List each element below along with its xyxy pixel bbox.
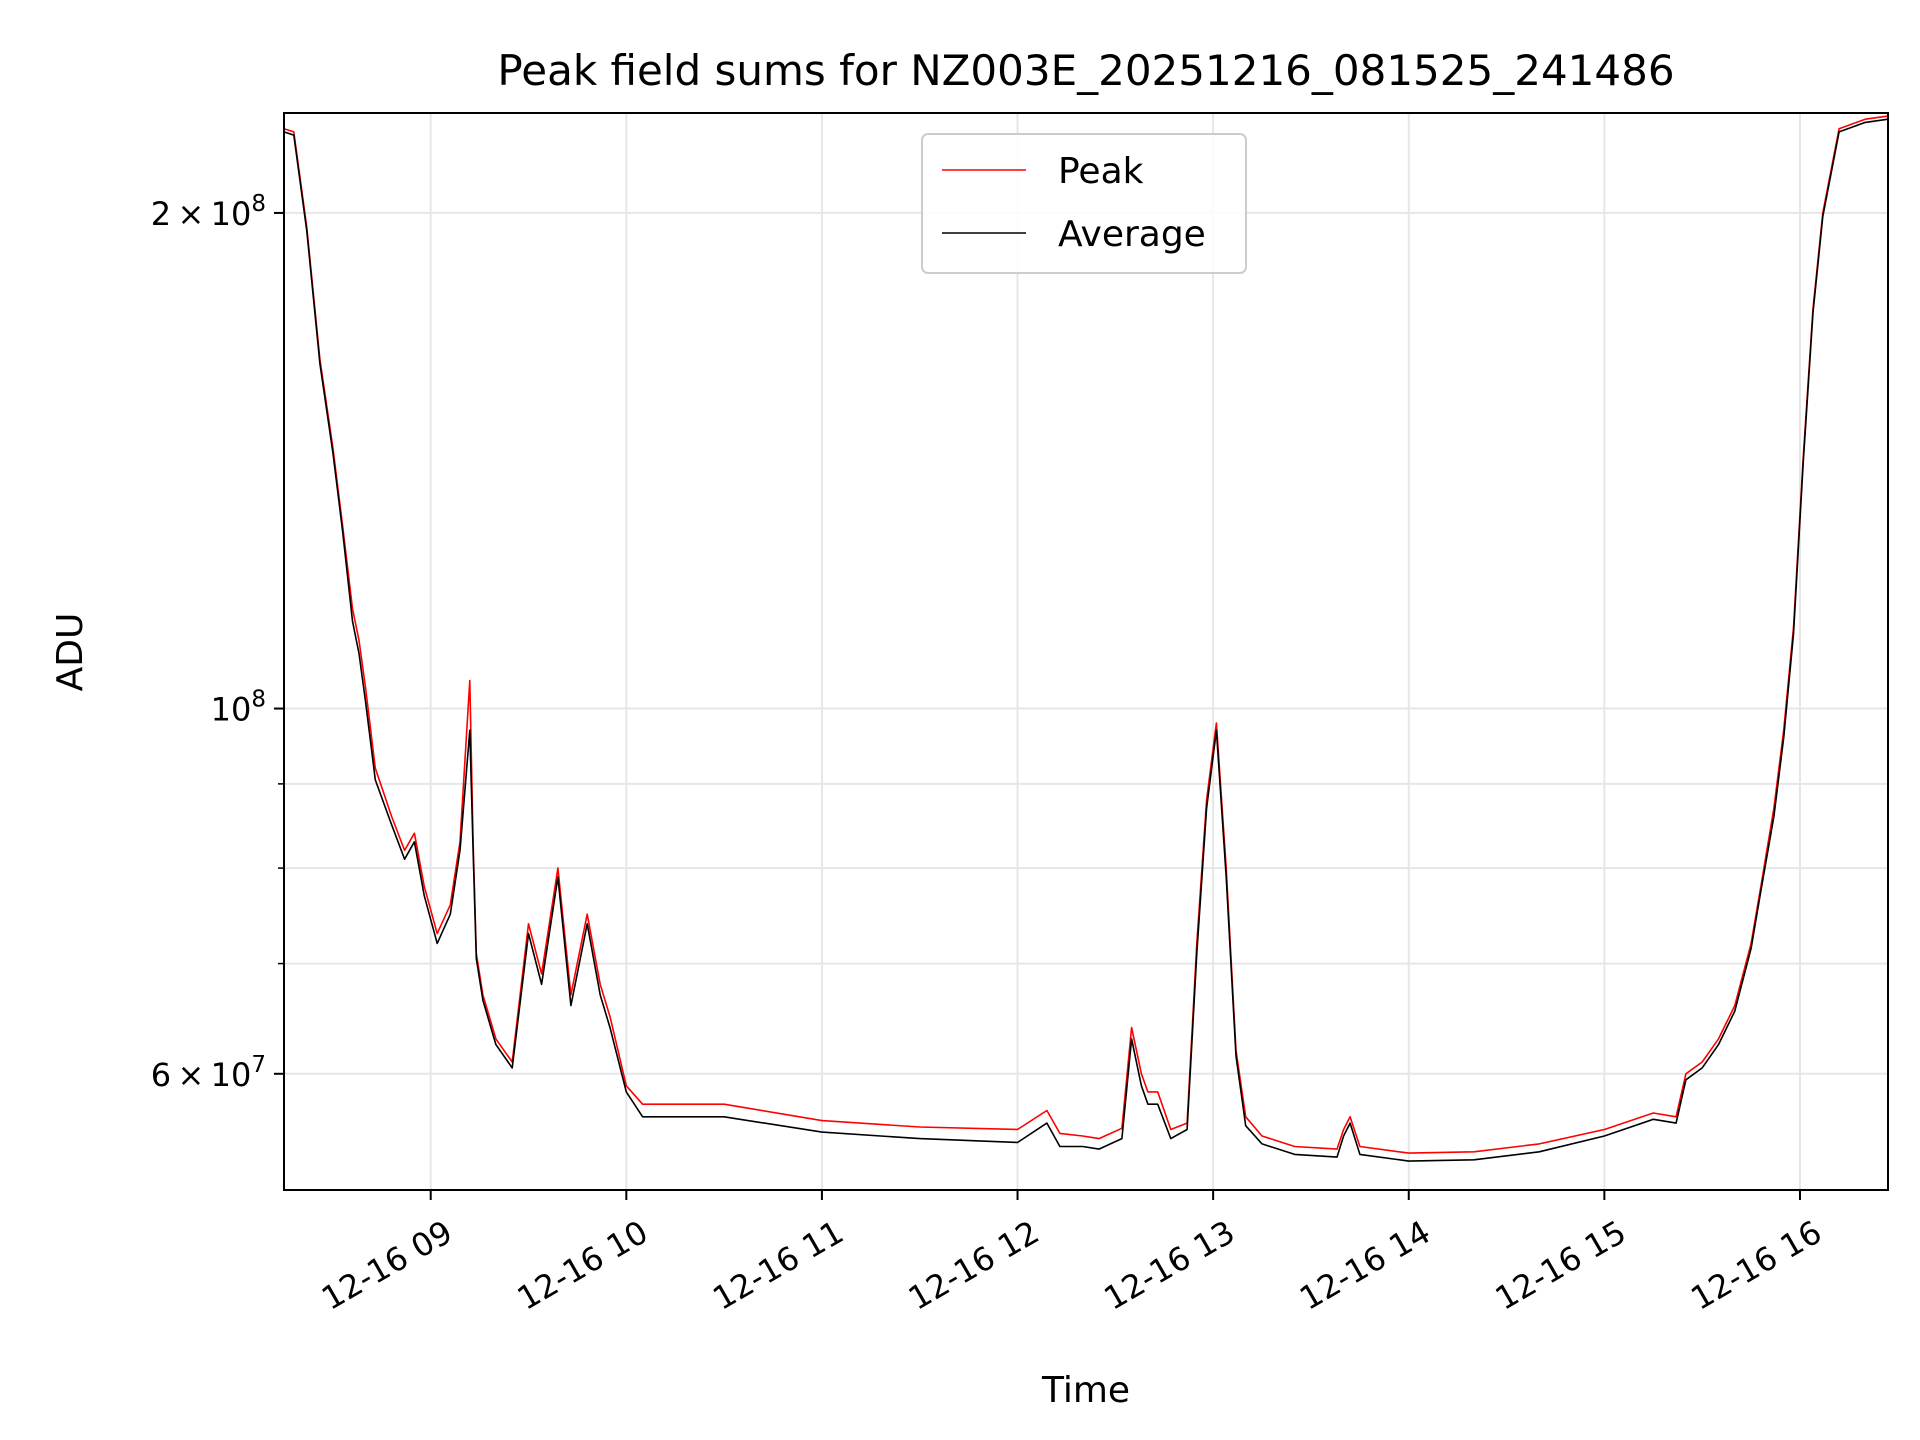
y-axis: 6 × 107 108 2 × 108 [151, 191, 284, 1094]
x-tick-label: 12-16 16 [1684, 1213, 1828, 1318]
x-tick-label: 12-16 15 [1489, 1213, 1633, 1318]
legend-label-average: Average [1058, 214, 1206, 255]
legend-label-peak: Peak [1058, 151, 1144, 192]
legend-box [921, 133, 1247, 274]
legend: Peak Average [921, 133, 1247, 274]
x-axis-label: Time [1041, 1370, 1130, 1411]
y-tick-label: 108 [211, 687, 266, 729]
x-tick-label: 12-16 14 [1293, 1213, 1437, 1318]
x-tick-label: 12-16 13 [1098, 1213, 1242, 1318]
x-tick-label: 12-16 11 [706, 1213, 850, 1318]
y-axis-label: ADU [50, 613, 91, 692]
grid [284, 113, 1888, 1190]
x-tick-label: 12-16 09 [315, 1213, 459, 1318]
y-tick-label: 6 × 107 [151, 1052, 266, 1094]
x-axis: 12-16 09 12-16 10 12-16 11 12-16 12 12-16 13… [315, 1190, 1828, 1318]
chart-title: Peak field sums for NZ003E_20251216_0815… [497, 46, 1674, 95]
series-layer [283, 115, 1889, 1162]
series-line-peak [283, 115, 1889, 1154]
series-line-average [283, 118, 1889, 1162]
plot-frame [283, 112, 1889, 1191]
y-tick-label: 2 × 108 [151, 191, 266, 233]
x-tick-label: 12-16 10 [511, 1213, 655, 1318]
x-tick-label: 12-16 12 [902, 1213, 1046, 1318]
